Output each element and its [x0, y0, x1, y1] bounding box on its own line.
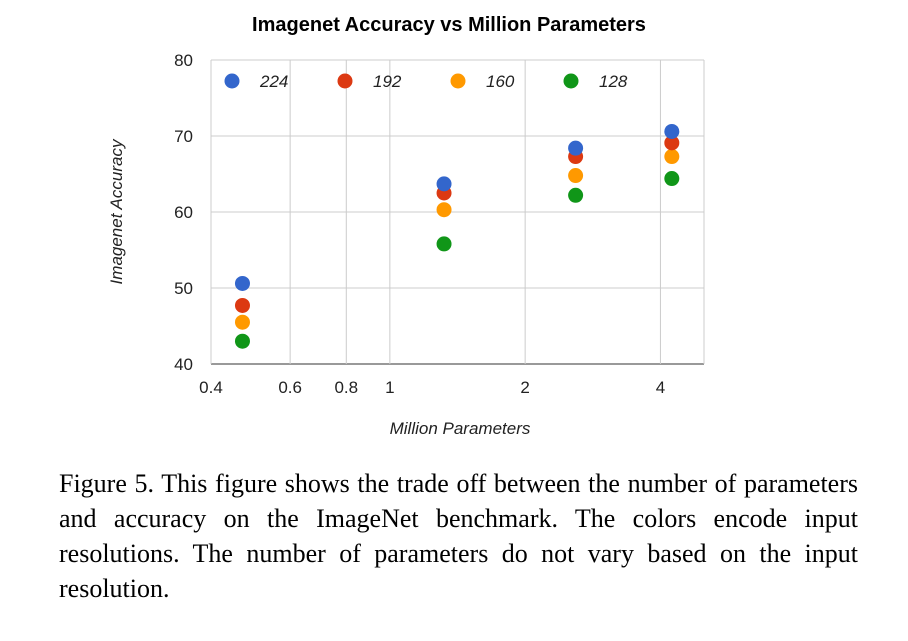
data-point-192 — [664, 135, 680, 151]
data-point-128 — [234, 333, 250, 349]
y-tick-label: 40 — [174, 355, 193, 374]
data-point-160 — [664, 149, 680, 165]
legend-item-192: 192 — [337, 72, 402, 91]
legend-item-128: 128 — [563, 72, 628, 91]
data-point-224 — [436, 176, 452, 192]
data-point-192 — [234, 297, 250, 313]
x-tick-label: 4 — [656, 378, 665, 397]
legend-marker — [450, 73, 466, 89]
y-tick-label: 80 — [174, 51, 193, 70]
data-point-160 — [436, 202, 452, 218]
tick-labels: 40 50 60 70 80 0.4 0.6 0.8 1 2 4 — [174, 51, 665, 397]
x-tick-label: 0.6 — [278, 378, 302, 397]
legend-label: 128 — [599, 72, 628, 91]
x-tick-label: 1 — [385, 378, 394, 397]
data-point-128 — [664, 171, 680, 187]
legend-label: 160 — [486, 72, 515, 91]
chart-title: Imagenet Accuracy vs Million Parameters — [252, 14, 646, 36]
legend-marker — [224, 73, 240, 89]
legend-label: 224 — [259, 72, 288, 91]
legend: 224 192 160 128 — [224, 72, 628, 91]
legend-item-160: 160 — [450, 72, 515, 91]
legend-marker — [337, 73, 353, 89]
legend-label: 192 — [373, 72, 402, 91]
data-point-224 — [568, 140, 584, 156]
legend-marker — [563, 73, 579, 89]
data-point-128 — [436, 236, 452, 252]
x-axis-label: Million Parameters — [390, 419, 531, 438]
legend-item-224: 224 — [224, 72, 288, 91]
data-point-160 — [568, 168, 584, 184]
data-point-224 — [664, 123, 680, 139]
y-tick-label: 50 — [174, 279, 193, 298]
data-point-128 — [568, 187, 584, 203]
data-points — [234, 123, 680, 349]
data-point-160 — [234, 314, 250, 330]
y-axis-label: Imagenet Accuracy — [107, 138, 126, 284]
figure-caption: Figure 5. This figure shows the trade of… — [59, 469, 858, 603]
y-tick-label: 60 — [174, 203, 193, 222]
x-tick-label: 2 — [520, 378, 529, 397]
grid-lines — [210, 59, 705, 365]
y-tick-label: 70 — [174, 127, 193, 146]
x-tick-label: 0.4 — [199, 378, 223, 397]
data-point-224 — [234, 275, 250, 291]
x-tick-label: 0.8 — [334, 378, 358, 397]
scatter-chart: Imagenet Accuracy vs Million Parameters … — [107, 14, 705, 438]
